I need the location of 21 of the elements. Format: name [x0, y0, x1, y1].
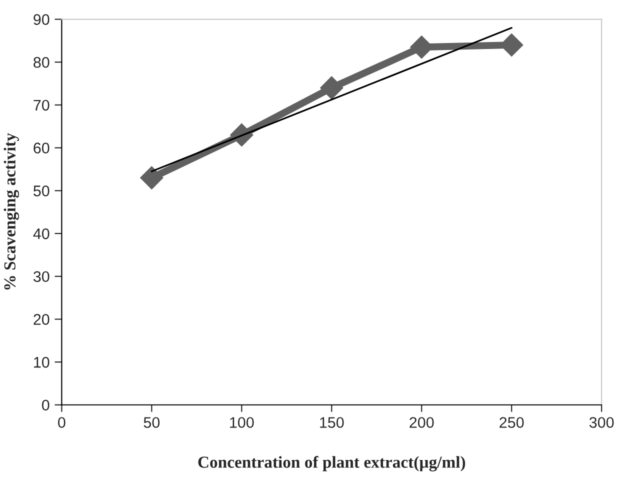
x-tick-label: 100 [230, 417, 254, 428]
y-axis-title: % Scavenging activity [4, 133, 20, 290]
y-tick-label: 60 [34, 142, 50, 154]
x-tick-label: 250 [500, 417, 524, 428]
y-tick-label: 10 [34, 356, 50, 368]
x-tick-label: 50 [144, 417, 160, 428]
y-tick-label: 20 [34, 314, 50, 325]
point [320, 76, 344, 100]
x-tick-label: 150 [320, 417, 344, 428]
y-tick-label: 30 [33, 271, 50, 282]
y-tick-label: 90 [34, 14, 50, 25]
x-tick-label: 300 [589, 417, 614, 428]
y-tick-label: 70 [34, 100, 50, 111]
x-tick-label: 0 [58, 417, 66, 428]
y-tick-label: 0 [42, 400, 50, 411]
point [140, 166, 164, 190]
x-axis-title: Concentration of plant extract(µg/ml) [198, 456, 466, 472]
y-tick-label: 80 [34, 56, 50, 68]
y-tick-label: 40 [33, 228, 50, 240]
y-tick-label: 50 [34, 186, 50, 196]
x-tick-label: 200 [410, 417, 434, 428]
